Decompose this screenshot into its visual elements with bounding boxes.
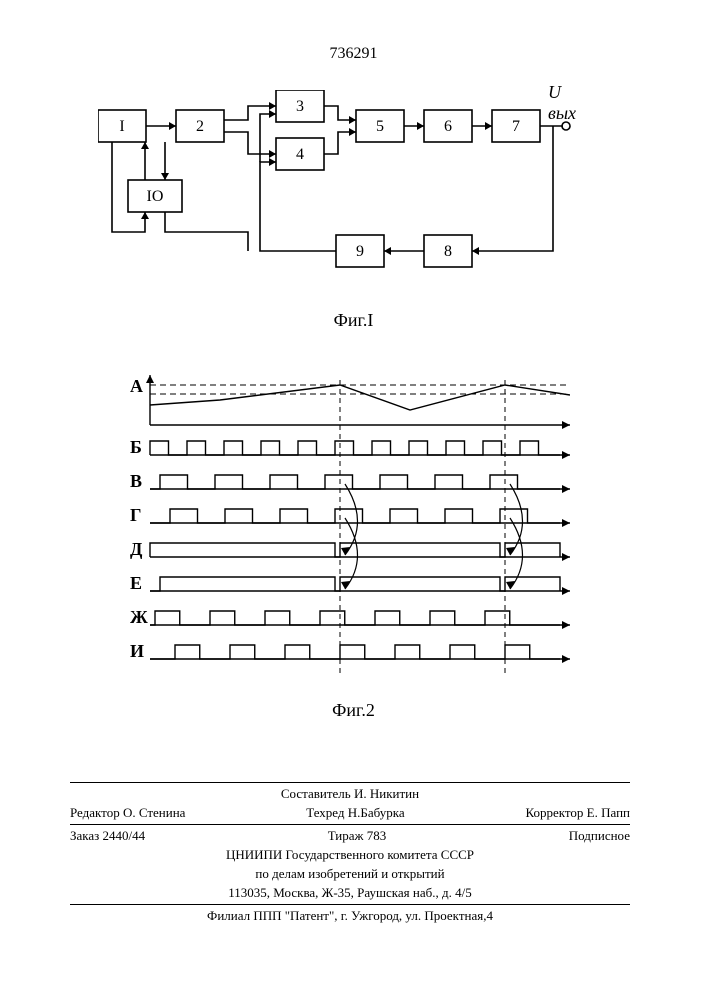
svg-text:7: 7	[512, 118, 520, 135]
page-number: 736291	[330, 45, 378, 63]
svg-text:3: 3	[296, 98, 304, 115]
output-label: U вых	[548, 82, 578, 124]
fig1-caption: Фиг.I	[334, 310, 374, 331]
svg-text:В: В	[130, 471, 142, 491]
footer-tirazh: Тираж 783	[328, 828, 387, 844]
footer-signed: Подписное	[569, 828, 630, 844]
svg-text:2: 2	[196, 118, 204, 135]
svg-text:9: 9	[356, 243, 364, 260]
footer-techred: Техред Н.Бабурка	[306, 805, 404, 821]
svg-text:А: А	[130, 376, 143, 396]
svg-text:Е: Е	[130, 573, 142, 593]
svg-text:6: 6	[444, 118, 452, 135]
svg-text:I: I	[119, 118, 124, 135]
fig2-diagram: А БВГДЕЖИ	[130, 370, 570, 690]
svg-text:IO: IO	[147, 188, 164, 205]
footer: Составитель И. Никитин Редактор О. Стени…	[70, 780, 630, 927]
footer-address1: 113035, Москва, Ж-35, Раушская наб., д. …	[70, 885, 630, 901]
footer-editor: Редактор О. Стенина	[70, 805, 185, 821]
svg-text:5: 5	[376, 118, 384, 135]
svg-text:Г: Г	[130, 505, 141, 525]
footer-org2: по делам изобретений и открытий	[70, 866, 630, 882]
fig2-container: А БВГДЕЖИ	[130, 370, 570, 690]
svg-text:4: 4	[296, 146, 304, 163]
fig1-diagram: I 2 3 4 5 6 7 8 9 IO	[98, 90, 578, 290]
footer-branch: Филиал ППП "Патент", г. Ужгород, ул. Про…	[70, 908, 630, 924]
svg-text:Д: Д	[130, 539, 143, 559]
svg-text:Ж: Ж	[130, 607, 148, 627]
footer-org1: ЦНИИПИ Государственного комитета СССР	[70, 847, 630, 863]
fig1-container: I23456789IO U вых	[98, 90, 578, 300]
svg-text:И: И	[130, 641, 144, 661]
svg-text:Б: Б	[130, 437, 142, 457]
svg-text:8: 8	[444, 243, 452, 260]
footer-corrector: Корректор Е. Папп	[525, 805, 630, 821]
footer-compiler: Составитель И. Никитин	[70, 786, 630, 802]
footer-order: Заказ 2440/44	[70, 828, 145, 844]
fig2-caption: Фиг.2	[332, 700, 375, 721]
